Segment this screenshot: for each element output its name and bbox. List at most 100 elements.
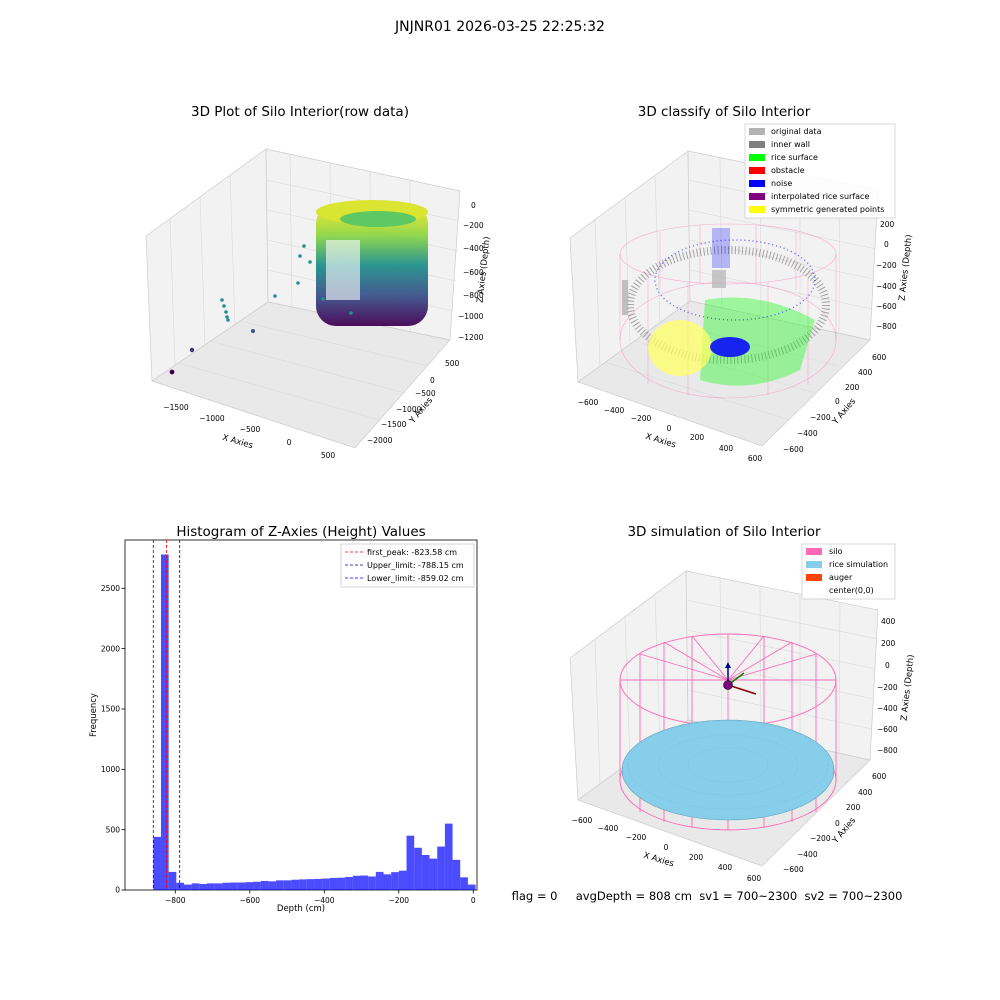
panel-histogram: Histogram of Z-Axies (Height) Values −80… (89, 524, 478, 914)
panel-2-points (622, 228, 830, 386)
histogram-bar (444, 823, 453, 890)
tick-label: −600 (876, 302, 897, 311)
tick-label: −2000 (367, 436, 393, 445)
panel-2-silo-wireframe (619, 223, 837, 399)
legend-swatch (749, 193, 765, 200)
panel-3-y-ticks: 0 500 1000 1500 2000 2500 (101, 584, 125, 895)
tick-label: 400 (858, 788, 873, 797)
histogram-bar (160, 554, 169, 890)
legend-label: symmetric generated points (771, 205, 884, 214)
tick-label: 200 (880, 220, 895, 229)
legend-swatch (806, 574, 822, 581)
rice-simulation-surface (621, 719, 835, 821)
tick-label: −400 (797, 850, 818, 859)
panel-4-z-ticks: 400 200 0 −200 −400 −600 −800 (877, 617, 898, 755)
x-tick-label: −400 (314, 896, 335, 905)
tick-label: −600 (783, 445, 804, 454)
tick-label: −500 (240, 425, 261, 434)
tick-label: 400 (858, 368, 873, 377)
legend-label: inner wall (771, 140, 810, 149)
histogram-bar (253, 881, 261, 890)
panel-4-grid (594, 577, 879, 785)
histogram-bar (391, 872, 399, 890)
histogram-bar (337, 877, 346, 890)
panel-2-legend: original data inner wall rice surface ob… (744, 123, 896, 219)
panel-4-x-ticks: −600 −400 −200 0 200 400 600 (572, 816, 762, 883)
histogram-bar (168, 871, 177, 890)
legend-swatch (749, 180, 765, 187)
tick-label: −400 (463, 244, 484, 253)
histogram-bar (184, 884, 192, 890)
panel-4-y-ticks: 600 400 200 0 −200 −400 −600 (783, 772, 887, 874)
tick-label: −200 (626, 833, 647, 842)
panel-1-title: 3D Plot of Silo Interior(row data) (191, 104, 409, 120)
tick-label: −400 (876, 282, 897, 291)
histogram-bar (306, 879, 315, 890)
tick-label: −1000 (396, 405, 422, 414)
y-tick-label: 1000 (101, 765, 120, 774)
panel-1-points (169, 200, 428, 375)
tick-label: −200 (810, 834, 831, 843)
histogram-bar (176, 882, 185, 890)
x-tick-label: −600 (239, 896, 260, 905)
tick-label: −1500 (163, 403, 189, 412)
tick-label: 200 (846, 803, 861, 812)
tick-label: −800 (877, 746, 898, 755)
histogram-bar (467, 884, 476, 890)
legend-label: original data (771, 127, 822, 136)
legend-label: noise (771, 179, 792, 188)
tick-label: −600 (463, 268, 484, 277)
histogram-bar (314, 878, 323, 890)
tick-label: 600 (748, 454, 763, 463)
histogram-bar (437, 846, 445, 890)
tick-label: 500 (445, 359, 460, 368)
tick-label: 200 (845, 383, 860, 392)
tick-label: 0 (835, 819, 840, 828)
tick-label: −1000 (199, 414, 225, 423)
tick-label: −600 (877, 725, 898, 734)
y-tick-label: 2000 (101, 644, 120, 653)
tick-label: −400 (598, 824, 619, 833)
tick-label: 400 (718, 863, 733, 872)
panel-2-zlabel: Z Axies (Depth) (898, 234, 915, 301)
panel-1-y-ticks: 500 0 −500 −1000 −1500 −2000 (367, 359, 460, 445)
histogram-bar (276, 880, 284, 890)
status-footer: flag = 0 avgDepth = 808 cm sv1 = 700~230… (512, 889, 903, 903)
limit-lines (152, 540, 181, 890)
panel-3-x-ticks: −800 −600 −400 −200 0 (165, 890, 476, 905)
panel-1-xlabel: X Axies (221, 433, 254, 451)
histogram-bar (429, 858, 438, 890)
y-tick-label: 1500 (101, 705, 120, 714)
panel-4-xlabel: X Axies (642, 851, 675, 870)
panel-2-xlabel: X Axies (644, 432, 677, 451)
tick-label: 200 (881, 639, 896, 648)
tick-label: 400 (719, 444, 734, 453)
tick-label: −400 (877, 704, 898, 713)
tick-label: 200 (690, 433, 705, 442)
histogram-bar (260, 880, 269, 890)
legend-label: obstacle (771, 166, 805, 175)
legend-swatch (749, 141, 765, 148)
tick-label: −600 (783, 865, 804, 874)
histogram-bar (230, 882, 238, 890)
histogram-bar (283, 880, 292, 890)
panel-classify: 3D classify of Silo Interior (569, 104, 915, 463)
tick-label: 0 (884, 240, 889, 249)
auger-marker (723, 662, 757, 695)
histogram-bar (214, 883, 223, 890)
histogram-bar (360, 875, 369, 890)
legend-label: first_peak: -823.58 cm (367, 548, 457, 557)
panel-4-title: 3D simulation of Silo Interior (627, 524, 821, 540)
tick-label: 200 (689, 853, 704, 862)
tick-label: 0 (430, 376, 435, 385)
histogram-bar (421, 855, 430, 890)
tick-label: 0 (835, 397, 840, 406)
tick-label: −1000 (458, 312, 484, 321)
y-tick-label: 0 (115, 886, 120, 895)
legend-swatch (749, 128, 765, 135)
tick-label: −600 (572, 816, 593, 825)
panel-1-x-ticks: −1500 −1000 −500 0 500 (163, 403, 335, 460)
histogram-bar (322, 878, 330, 890)
y-tick-label: 500 (106, 825, 121, 834)
